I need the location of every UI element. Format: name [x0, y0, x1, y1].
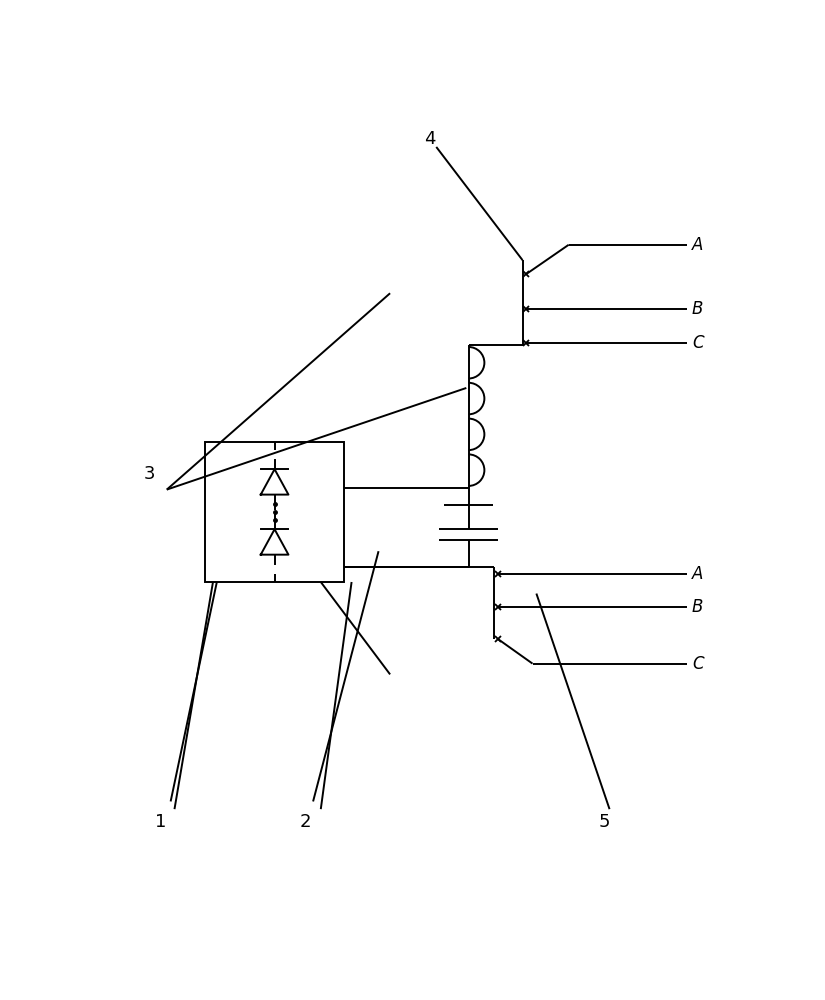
- Text: 2: 2: [299, 813, 311, 831]
- Text: 1: 1: [155, 813, 167, 831]
- Text: 5: 5: [598, 813, 610, 831]
- Text: B: B: [692, 598, 703, 616]
- Text: C: C: [692, 655, 704, 673]
- Text: A: A: [692, 565, 703, 583]
- Bar: [205, 442, 344, 582]
- Text: 4: 4: [424, 130, 436, 148]
- Text: C: C: [692, 334, 704, 352]
- Text: 3: 3: [144, 465, 156, 483]
- Text: B: B: [692, 300, 703, 318]
- Text: A: A: [692, 236, 703, 254]
